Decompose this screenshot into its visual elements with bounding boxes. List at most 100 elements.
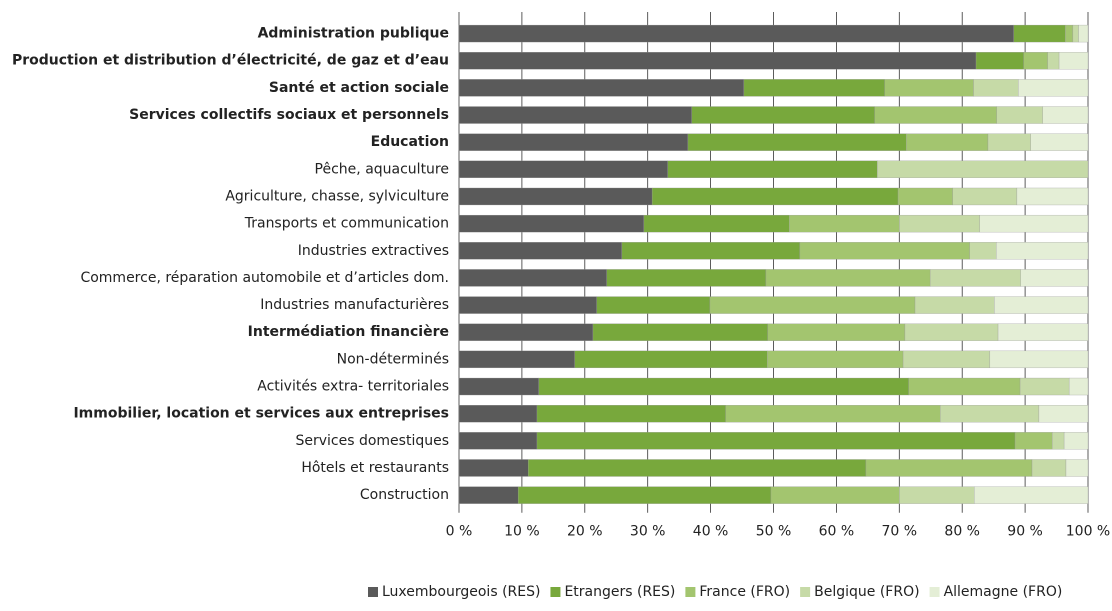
y-tick-label: Agriculture, chasse, sylviculture <box>225 188 449 204</box>
bar-segment <box>929 269 1021 287</box>
bar-segment <box>767 323 906 341</box>
bar-segment <box>904 323 999 341</box>
legend-swatch <box>929 587 940 597</box>
legend-swatch <box>685 587 696 597</box>
bar-segment <box>458 350 575 369</box>
bar-segment <box>1014 432 1053 450</box>
x-tick-label: 50 % <box>756 524 792 540</box>
bar-segment <box>874 106 997 124</box>
y-tick-label: Hôtels et restaurants <box>301 460 449 476</box>
bar-segment <box>458 296 597 314</box>
bar-segment <box>1065 24 1074 43</box>
y-tick-label: Administration publique <box>258 26 449 42</box>
legend-label: Etrangers (RES) <box>564 584 675 600</box>
bar-segment <box>765 269 931 287</box>
bar-segment <box>1065 459 1089 477</box>
bar-segment <box>1063 432 1089 450</box>
bar-segment <box>865 459 1033 477</box>
x-tick-label: 70 % <box>882 524 918 540</box>
bar-segment <box>643 214 790 233</box>
y-tick-label: Transports et communication <box>244 216 449 232</box>
y-tick-label: Non-déterminés <box>337 351 449 367</box>
bar-segment <box>1047 52 1060 70</box>
y-tick-label: Commerce, réparation automobile et d’art… <box>80 270 449 286</box>
bar-segment <box>994 296 1089 314</box>
bar-segment <box>789 214 900 233</box>
bar-segment <box>458 486 519 504</box>
y-tick-label: Immobilier, location et services aux ent… <box>73 406 449 422</box>
y-tick-label: Construction <box>360 487 449 503</box>
bar-segment <box>458 269 607 287</box>
bar-segment <box>536 405 726 423</box>
bar-segment <box>996 242 1089 260</box>
x-tick-label: 10 % <box>504 524 540 540</box>
bar-segment <box>973 79 1019 97</box>
legend-swatch <box>368 587 378 597</box>
bar-segment <box>536 432 1016 450</box>
y-tick-label: Santé et action sociale <box>269 80 449 96</box>
bar-segment <box>709 296 916 314</box>
y-tick-label: Intermédiation financière <box>248 324 449 340</box>
bar-segment <box>743 79 885 97</box>
bar-segment <box>914 296 995 314</box>
bar-segment <box>687 133 907 151</box>
bar-segment <box>458 405 538 423</box>
bar-segment <box>1020 269 1089 287</box>
bar-segment <box>1013 24 1066 43</box>
legend-label: Allemagne (FRO) <box>944 584 1063 600</box>
bar-segment <box>458 214 645 233</box>
bar-segment <box>458 432 538 450</box>
bar-segment <box>458 52 977 70</box>
bar-segment <box>897 187 953 206</box>
bar-segment <box>458 459 529 477</box>
bars <box>458 24 1089 504</box>
bar-segment <box>458 377 540 396</box>
bar-segment <box>725 405 941 423</box>
bar-segment <box>528 459 867 477</box>
bar-segment <box>458 187 653 206</box>
y-tick-label: Services domestiques <box>295 433 449 449</box>
y-tick-label: Production et distribution d’électricité… <box>12 53 449 69</box>
bar-segment <box>458 323 594 341</box>
y-tick-label: Pêche, aquaculture <box>315 161 449 177</box>
bar-segment <box>1038 405 1089 423</box>
bar-segment <box>1042 106 1089 124</box>
bar-segment <box>940 405 1040 423</box>
legend-label: Belgique (FRO) <box>814 584 919 600</box>
bar-segment <box>902 350 991 369</box>
y-tick-label: Industries extractives <box>298 243 449 259</box>
bar-segment <box>458 133 689 151</box>
bar-segment <box>899 486 975 504</box>
bar-segment <box>538 377 909 396</box>
y-tick-label: Activités extra- territoriales <box>257 379 449 395</box>
bar-segment <box>517 486 772 504</box>
bar-segment <box>987 133 1031 151</box>
x-tick-label: 0 % <box>446 524 473 540</box>
bar-segment <box>458 160 668 178</box>
legend-swatch <box>550 587 561 597</box>
bar-segment <box>770 486 900 504</box>
bar-segment <box>1016 187 1089 206</box>
bar-segment <box>989 350 1089 369</box>
bar-segment <box>799 242 970 260</box>
legend: Luxembourgeois (RES) Etrangers (RES) Franc… <box>368 584 1062 600</box>
bar-segment <box>899 214 980 233</box>
bar-segment <box>1051 432 1065 450</box>
bar-segment <box>596 296 711 314</box>
bar-segment <box>975 52 1024 70</box>
bar-segment <box>906 133 989 151</box>
legend-label: France (FRO) <box>699 584 790 600</box>
x-tick-label: 90 % <box>1007 524 1043 540</box>
bar-segment <box>997 323 1089 341</box>
bar-segment <box>458 24 1014 43</box>
bar-segment <box>651 187 899 206</box>
bar-segment <box>969 242 997 260</box>
bar-segment <box>458 106 692 124</box>
bar-segment <box>667 160 878 178</box>
x-tick-label: 20 % <box>567 524 603 540</box>
bar-segment <box>979 214 1089 233</box>
x-tick-label: 80 % <box>944 524 980 540</box>
bar-segment <box>952 187 1018 206</box>
bar-segment <box>1019 377 1070 396</box>
